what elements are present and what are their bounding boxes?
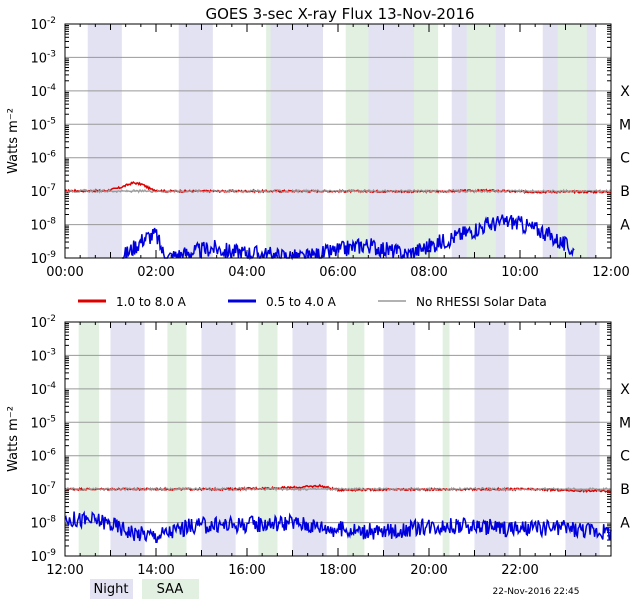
bottom-y-tick-label: 10-4 bbox=[30, 381, 56, 398]
legend-label-short: 0.5 to 4.0 A bbox=[266, 295, 337, 309]
top-panel-0000-1200: 10-2 10-3 10-4 10-5 10-6 10-7 10-8 10-9 Watts m⁻… bbox=[6, 16, 631, 280]
top-x-tick-label: 12:00 bbox=[592, 265, 629, 280]
top-saa-band bbox=[557, 24, 587, 258]
top-class-label-x: X bbox=[620, 84, 630, 100]
legend-label-long: 1.0 to 8.0 A bbox=[116, 295, 187, 309]
top-x-tick-label: 04:00 bbox=[228, 265, 265, 280]
bottom-x-tick-label: 18:00 bbox=[319, 563, 356, 578]
top-night-band bbox=[292, 24, 323, 258]
bottom-saa-band bbox=[78, 322, 100, 556]
bottom-night-band bbox=[383, 322, 416, 556]
bottom-saa-band bbox=[258, 322, 278, 556]
bottom-series-short bbox=[64, 510, 612, 544]
top-y-tick-label: 10-5 bbox=[30, 116, 56, 133]
bottom-saa-band bbox=[167, 322, 187, 556]
top-y-tick-label: 10-4 bbox=[30, 83, 56, 100]
bottom-class-label-c: C bbox=[620, 449, 630, 465]
top-y-tick-label: 10-3 bbox=[30, 49, 56, 66]
top-y-tick-label: 10-8 bbox=[30, 217, 56, 234]
top-saa-band bbox=[466, 24, 496, 258]
top-saa-band bbox=[266, 24, 271, 258]
night-swatch bbox=[90, 579, 133, 599]
bottom-panel-1200-2400: 10-2 10-3 10-4 10-5 10-6 10-7 10-8 10-9 Watts m⁻… bbox=[6, 314, 631, 578]
top-class-label-b: B bbox=[620, 184, 630, 200]
bottom-x-tick-label: 22:00 bbox=[501, 563, 538, 578]
bottom-x-tick-label: 20:00 bbox=[410, 563, 447, 578]
top-night-band bbox=[178, 24, 213, 258]
bottom-class-label-a: A bbox=[620, 516, 630, 532]
top-x-tick-label: 08:00 bbox=[410, 265, 447, 280]
bottom-saa-band bbox=[347, 322, 365, 556]
saa-label: SAA bbox=[157, 582, 184, 597]
top-y-tick-label: 10-6 bbox=[30, 150, 56, 167]
bottom-class-label-x: X bbox=[620, 382, 630, 398]
bottom-y-tick-label: 10-8 bbox=[30, 515, 56, 532]
saa-swatch bbox=[142, 579, 199, 599]
top-y-axis-label: Watts m⁻² bbox=[6, 108, 21, 174]
bottom-night-band bbox=[474, 322, 509, 556]
bottom-y-axis-label: Watts m⁻² bbox=[6, 406, 21, 472]
top-saa-band bbox=[345, 24, 369, 258]
bottom-x-tick-label: 14:00 bbox=[137, 563, 174, 578]
top-night-band bbox=[87, 24, 122, 258]
bottom-night-band bbox=[565, 322, 600, 556]
bottom-y-tick-label: 10-9 bbox=[30, 548, 56, 565]
bottom-y-tick-label: 10-5 bbox=[30, 414, 56, 431]
top-series-rhessi bbox=[64, 188, 612, 194]
bottom-plot-frame bbox=[64, 321, 612, 557]
top-y-tick-label: 10-9 bbox=[30, 250, 56, 267]
bottom-x-tick-label: 12:00 bbox=[46, 563, 83, 578]
bottom-saa-band bbox=[442, 322, 450, 556]
top-x-tick-label: 06:00 bbox=[319, 265, 356, 280]
bottom-class-label-m: M bbox=[619, 415, 631, 431]
top-series-short bbox=[121, 214, 575, 261]
bottom-y-tick-label: 10-3 bbox=[30, 347, 56, 364]
top-y-tick-label: 10-7 bbox=[30, 183, 56, 200]
top-saa-band bbox=[413, 24, 439, 258]
top-x-tick-label: 00:00 bbox=[46, 265, 83, 280]
chart-title: GOES 3-sec X-ray Flux 13-Nov-2016 bbox=[205, 5, 474, 23]
night-label: Night bbox=[94, 582, 129, 597]
timestamp: 22-Nov-2016 22:45 bbox=[493, 587, 580, 597]
bottom-night-band bbox=[201, 322, 236, 556]
bottom-night-band bbox=[110, 322, 145, 556]
top-plot-frame bbox=[64, 23, 612, 259]
bottom-night-band bbox=[292, 322, 327, 556]
top-y-tick-label: 10-2 bbox=[30, 16, 56, 33]
top-x-tick-label: 02:00 bbox=[137, 265, 174, 280]
top-night-band bbox=[383, 24, 414, 258]
shading-legend: Night SAA bbox=[90, 579, 199, 599]
bottom-y-tick-label: 10-7 bbox=[30, 481, 56, 498]
series-legend: 1.0 to 8.0 A 0.5 to 4.0 A No RHESSI Sola… bbox=[78, 295, 547, 309]
top-class-label-a: A bbox=[620, 218, 630, 234]
top-class-label-m: M bbox=[619, 117, 631, 133]
bottom-y-tick-label: 10-2 bbox=[30, 314, 56, 331]
bottom-y-tick-label: 10-6 bbox=[30, 448, 56, 465]
bottom-class-label-b: B bbox=[620, 482, 630, 498]
top-class-label-c: C bbox=[620, 151, 630, 167]
legend-label-rhessi: No RHESSI Solar Data bbox=[416, 295, 547, 309]
bottom-x-tick-label: 16:00 bbox=[228, 563, 265, 578]
bottom-series-rhessi bbox=[64, 486, 612, 492]
top-x-tick-label: 10:00 bbox=[501, 265, 538, 280]
